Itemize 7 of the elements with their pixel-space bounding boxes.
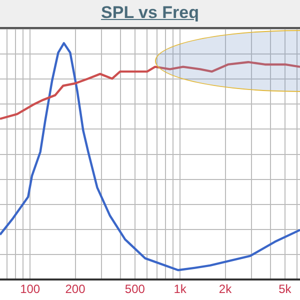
x-tick-label: 2k [218,282,233,296]
x-tick-label: 200 [65,282,86,296]
chart-title: SPL vs Freq [101,3,199,23]
x-tick-label: 500 [124,282,146,296]
x-tick-label: 100 [20,282,40,296]
x-tick-label: 5k [278,282,292,296]
x-tick-label: 1k [174,282,188,296]
